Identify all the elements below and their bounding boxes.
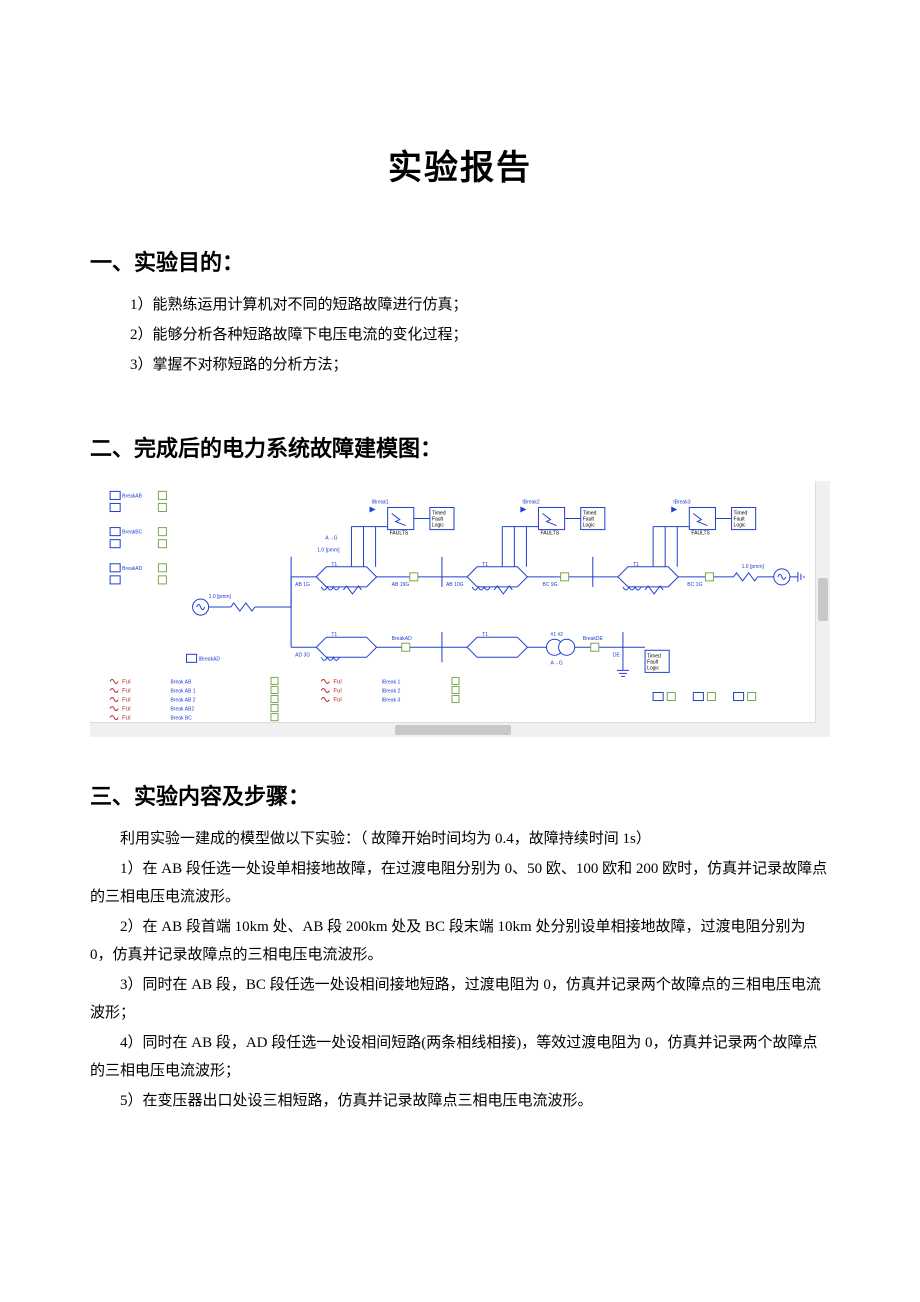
tline-block-5: T1	[467, 632, 527, 657]
svg-text:BreakAD: BreakAD	[392, 636, 412, 642]
diagram-canvas: BreakAB BreakBC BreakAD	[90, 481, 814, 723]
svg-text:IBreak 1: IBreak 1	[382, 679, 401, 685]
svg-text:T1: T1	[331, 632, 337, 638]
breaker-cluster-top: BreakAB	[110, 491, 166, 511]
transformer-de: #1 #2 A→G	[547, 632, 575, 666]
svg-text:Logic: Logic	[647, 665, 659, 671]
tline-block-1: T1	[316, 562, 376, 587]
svg-text:Break AB 1: Break AB 1	[170, 689, 195, 695]
svg-text:Break AB: Break AB	[170, 679, 192, 685]
svg-text:A→G: A→G	[551, 660, 563, 666]
page-title: 实验报告	[90, 140, 830, 189]
svg-text:IBreak 3: IBreak 3	[382, 698, 401, 704]
svg-text:IBreak1: IBreak1	[372, 499, 389, 505]
step-para: 4）同时在 AB 段，AD 段任选一处设相间短路(两条相线相接)，等效过渡电阻为…	[90, 1029, 830, 1085]
scrollbar-thumb[interactable]	[818, 578, 828, 622]
step-para: 1）在 AB 段任选一处设单相接地故障，在过渡电阻分别为 0、50 欧、100 …	[90, 855, 830, 911]
seg-label: AB 10G	[446, 582, 464, 588]
steps-content: 利用实验一建成的模型做以下实验：（ 故障开始时间均为 0.4，故障持续时间 1s…	[90, 825, 830, 1115]
page: 实验报告 一、实验目的： 1）能熟练运用计算机对不同的短路故障进行仿真； 2）能…	[0, 0, 920, 1302]
brk-label: BreakAB	[122, 493, 142, 499]
section-2-heading: 二、完成后的电力系统故障建模图：	[90, 431, 830, 463]
brk-label: BreakBC	[122, 530, 142, 536]
svg-text:Ful: Ful	[122, 689, 130, 695]
meas-stubs-right	[653, 693, 756, 701]
ibreak-stub-lowleft: IBreakAD	[187, 654, 221, 662]
seg-label: AD 3G	[295, 652, 310, 658]
seg-label: DE	[613, 652, 621, 658]
svg-text:A→G: A→G	[325, 536, 337, 542]
svg-text:Ful: Ful	[122, 698, 130, 704]
svg-text:Ful: Ful	[122, 716, 130, 722]
scrollbar-thumb[interactable]	[395, 725, 511, 735]
faults-label: FAULTS	[390, 531, 409, 537]
svg-text:T1: T1	[331, 562, 337, 568]
seg-label: AB 1G	[295, 582, 310, 588]
source-left: 1.0 [pmm]	[193, 577, 292, 615]
svg-text:IBreak 2: IBreak 2	[382, 689, 401, 695]
svg-text:#1 #2: #1 #2	[551, 632, 564, 638]
step-para: 3）同时在 AB 段，BC 段任选一处设相间接地短路，过渡电阻为 0，仿真并记录…	[90, 971, 830, 1027]
timed-label-3: Logic	[432, 523, 444, 529]
tline-block-2: T1	[467, 562, 527, 587]
svg-text:Ful: Ful	[333, 679, 341, 685]
step-para: 2）在 AB 段首端 10km 处、AB 段 200km 处及 BC 段末端 1…	[90, 913, 830, 969]
svg-text:IBreak2: IBreak2	[522, 499, 539, 505]
svg-text:Ful: Ful	[122, 679, 130, 685]
svg-text:Logic: Logic	[583, 523, 595, 529]
seg-label: BC 9G	[543, 582, 558, 588]
meas-table-mid: Ful IBreak 1 Ful IBreak 2 Ful IBreak 3	[321, 677, 459, 703]
tline-block-3: T1	[618, 562, 678, 587]
svg-text:T1: T1	[482, 632, 488, 638]
faults-label: FAULTS	[691, 531, 710, 537]
seg-label: AB 19G	[392, 582, 410, 588]
svg-text:1.0 [pmm]: 1.0 [pmm]	[742, 564, 765, 570]
svg-text:Break AB 2: Break AB 2	[170, 698, 195, 704]
svg-text:Break AB2: Break AB2	[170, 707, 194, 713]
svg-text:T1: T1	[482, 562, 488, 568]
source-label: 1.0 [pmm]	[209, 594, 232, 600]
section-1-heading: 一、实验目的：	[90, 245, 830, 277]
svg-text:1.0 [pmm]: 1.0 [pmm]	[317, 548, 340, 554]
svg-text:Ful: Ful	[333, 689, 341, 695]
vertical-scrollbar[interactable]	[815, 481, 830, 723]
objective-item: 2）能够分析各种短路故障下电压电流的变化过程；	[130, 321, 830, 349]
brk-label: BreakAD	[122, 566, 142, 572]
breaker-cluster-bot: BreakAD	[110, 564, 166, 584]
objective-item: 3）掌握不对称短路的分析方法；	[130, 351, 830, 379]
svg-text:BreakDE: BreakDE	[583, 636, 604, 642]
step-para: 5）在变压器出口处设三相短路，仿真并记录故障点三相电压电流波形。	[90, 1087, 830, 1115]
meas-table-left: Ful Break AB Ful Break AB 1 Ful	[110, 677, 278, 721]
svg-text:IBreakAD: IBreakAD	[199, 656, 221, 662]
objective-item: 1）能熟练运用计算机对不同的短路故障进行仿真；	[130, 291, 830, 319]
svg-text:Ful: Ful	[333, 698, 341, 704]
svg-text:Logic: Logic	[734, 523, 746, 529]
tline-block-4: T1	[316, 632, 376, 660]
scrollbar-corner	[816, 723, 830, 737]
horizontal-scrollbar[interactable]	[90, 722, 816, 737]
power-system-diagram: BreakAB BreakBC BreakAD	[90, 481, 830, 737]
svg-text:Ful: Ful	[122, 707, 130, 713]
diagram-svg: BreakAB BreakBC BreakAD	[90, 481, 814, 723]
faults-label: FAULTS	[540, 531, 559, 537]
svg-text:Break BC: Break BC	[170, 716, 192, 722]
seg-label: BC 1G	[687, 582, 702, 588]
svg-text:T1: T1	[633, 562, 639, 568]
source-right: 1.0 [pmm]	[734, 564, 804, 585]
svg-text:IBreak3: IBreak3	[673, 499, 690, 505]
objectives-list: 1）能熟练运用计算机对不同的短路故障进行仿真； 2）能够分析各种短路故障下电压电…	[90, 291, 830, 379]
fault-block-lower: Timed Fault Logic	[645, 650, 669, 672]
step-para: 利用实验一建成的模型做以下实验：（ 故障开始时间均为 0.4，故障持续时间 1s…	[90, 825, 830, 853]
breaker-cluster-mid: BreakBC	[110, 528, 166, 548]
section-3-heading: 三、实验内容及步骤：	[90, 779, 830, 811]
